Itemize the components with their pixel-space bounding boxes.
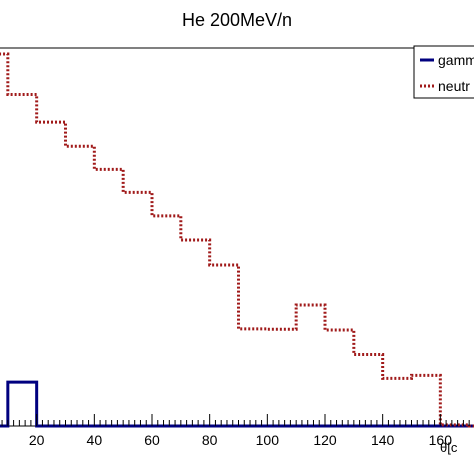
plot-frame	[0, 47, 474, 427]
x-tick-label: 80	[202, 432, 218, 448]
legend-label-neutr: neutr	[438, 78, 470, 94]
plot-area	[0, 47, 474, 427]
x-tick-label: 160	[429, 432, 453, 448]
series-gamm	[0, 380, 474, 428]
x-axis-label: θ[c	[440, 440, 458, 455]
legend-label-gamm: gamm	[438, 52, 474, 68]
x-axis-ticks	[1, 414, 470, 426]
x-tick-label: 120	[313, 432, 337, 448]
legend: gamm neutr	[413, 45, 474, 99]
x-tick-label: 140	[371, 432, 395, 448]
x-tick-label: 100	[256, 432, 280, 448]
series-neutr	[0, 52, 474, 428]
legend-box	[413, 45, 474, 99]
x-tick-label: 40	[87, 432, 103, 448]
series-layer	[0, 52, 474, 428]
x-tick-label: 20	[29, 432, 45, 448]
x-axis-tick-labels: 20 40 60 80 100 120 140 160	[29, 432, 452, 448]
chart-title: He 200MeV/n	[182, 10, 292, 30]
x-tick-label: 60	[144, 432, 160, 448]
